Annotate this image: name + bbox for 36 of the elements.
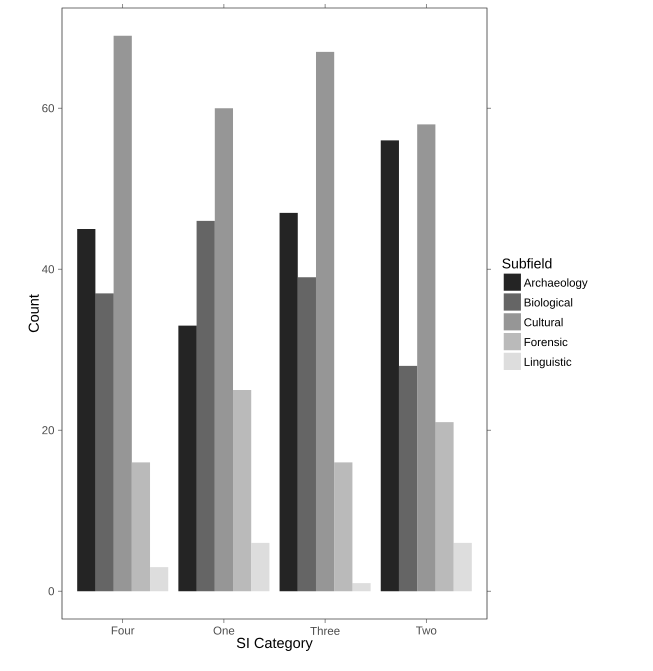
legend-label: Biological (524, 298, 572, 309)
bar (398, 366, 418, 592)
y-axis-title: Count (28, 294, 39, 332)
y-tick-label: 40 (42, 265, 54, 274)
x-tick-label: Four (112, 626, 134, 635)
legend-label: Archaeology (524, 278, 588, 290)
bar (132, 462, 150, 592)
x-tick-label: One (214, 626, 234, 635)
y-tick-label: 0 (48, 587, 54, 596)
bar (114, 36, 132, 592)
bar (454, 542, 472, 592)
legend-label: Cultural (524, 318, 563, 326)
legend-label: Linguistic (524, 358, 572, 368)
x-tick-label: Two (416, 626, 436, 635)
x-tick-label: Three (310, 626, 340, 635)
legend-title: Subfield (502, 258, 552, 268)
bar (196, 220, 215, 592)
bar (178, 326, 197, 592)
bar (380, 140, 399, 592)
bar (150, 567, 168, 592)
bar (352, 583, 371, 592)
bar (95, 293, 114, 592)
bar (334, 462, 352, 592)
bar (251, 542, 270, 592)
bar (77, 228, 96, 592)
y-tick-label: 20 (42, 426, 54, 434)
bar (417, 124, 436, 592)
bar (316, 52, 334, 592)
legend-label: Forensic (524, 338, 568, 346)
y-tick-label: 60 (42, 104, 54, 112)
x-axis-title: SI Category (236, 638, 313, 651)
bar (435, 422, 454, 592)
bar (214, 108, 234, 592)
bar (280, 212, 298, 592)
bar (298, 277, 316, 592)
bar (233, 390, 252, 592)
